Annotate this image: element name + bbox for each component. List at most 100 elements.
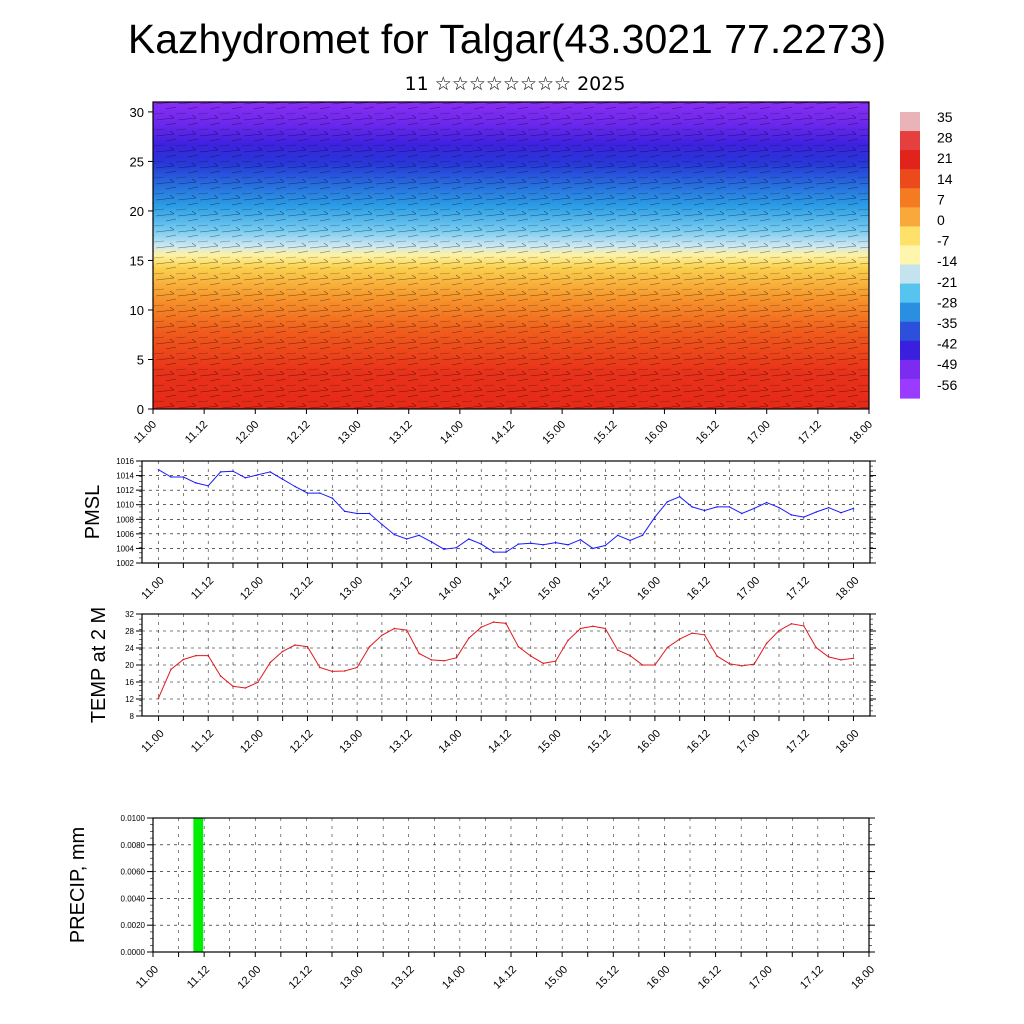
data-point [740, 665, 743, 667]
data-point [554, 660, 557, 662]
precip-panel: PRECIP, mm 0.0000 0.0020 0.0040 0.0060 0.0080… [67, 814, 877, 992]
y-tick-label: 0.0060 [121, 868, 146, 877]
y-tick-label: 1008 [116, 515, 134, 524]
data-point [170, 476, 172, 478]
y-tick-label: 1002 [116, 559, 134, 568]
x-tick-label: 15.00 [536, 728, 564, 756]
x-tick-label: 12.12 [287, 964, 315, 992]
data-point [678, 638, 681, 640]
y-tick-label: 20 [130, 204, 144, 219]
data-point [356, 666, 358, 669]
x-tick-label: 14.12 [486, 575, 514, 603]
data-point [530, 542, 532, 545]
data-point [641, 664, 644, 666]
data-point [393, 627, 396, 630]
x-tick-label: 12.00 [238, 728, 266, 756]
wind-vectors [153, 102, 869, 409]
data-point [244, 476, 247, 479]
data-point [753, 507, 755, 510]
x-tick-label: 11.12 [189, 575, 216, 602]
x-tick-label: 16.00 [635, 728, 663, 756]
x-tick-label: 12.00 [238, 575, 266, 603]
x-tick-label: 15.12 [585, 575, 613, 603]
colorbar-swatch [900, 188, 920, 208]
colorbar-label: -14 [937, 253, 957, 269]
precip-bar [193, 818, 204, 952]
data-point [666, 501, 669, 503]
data-point [629, 539, 631, 542]
x-tick-label: 16.12 [685, 728, 713, 756]
colorbar-swatch [900, 302, 920, 323]
panel-frame [141, 460, 871, 564]
data-point [827, 656, 830, 658]
y-tick-label: 25 [130, 154, 144, 169]
chart-title: Kazhydromet for Talgar(43.3021 77.2273) [127, 16, 887, 62]
data-point [641, 534, 644, 537]
x-tick-label: 11.12 [183, 419, 210, 446]
x-tick-label: 16.12 [696, 964, 724, 992]
colorbar-swatch [900, 340, 920, 361]
x-tick-label: 14.00 [438, 419, 466, 447]
data-point [567, 543, 569, 546]
data-point [368, 645, 371, 648]
y-tick-label: 0.0000 [121, 948, 146, 957]
y-tick-label: 28 [125, 627, 134, 636]
data-point [343, 670, 346, 672]
data-point [567, 639, 569, 642]
chart-subtitle: 11 ☆☆☆☆☆☆☆☆ 2025 [404, 73, 626, 95]
x-tick-label: 13.00 [338, 964, 366, 992]
y-tick-label: 1012 [116, 486, 134, 495]
y-tick-label: 0.0080 [121, 841, 146, 850]
colorbar-label: 14 [937, 171, 953, 187]
colorbar-label: 28 [937, 130, 953, 146]
data-point [654, 516, 656, 518]
data-point [281, 650, 284, 653]
data-point [778, 629, 780, 632]
data-point [728, 662, 731, 665]
x-tick-label: 17.12 [784, 575, 812, 603]
data-point [343, 510, 346, 513]
data-point [269, 661, 272, 664]
y-tick-label: 10 [130, 303, 144, 318]
data-point [232, 685, 234, 688]
data-point [207, 654, 209, 657]
data-point [803, 625, 805, 627]
x-tick-label: 13.12 [387, 728, 415, 756]
x-tick-label: 17.12 [796, 419, 824, 447]
panel-frame [152, 817, 870, 953]
data-point [244, 687, 247, 689]
cross-section-panel: 0 5 10 15 20 25 30 11.00 11.12 12.00 12.12 13.00 13.… [130, 101, 875, 447]
data-point [728, 506, 731, 508]
data-point [455, 546, 458, 549]
x-tick-label: 12.12 [288, 575, 316, 603]
y-tick-label: 16 [125, 678, 134, 687]
y-tick-label: 12 [125, 695, 134, 704]
colorbar-swatch [900, 264, 920, 285]
data-point [306, 645, 309, 648]
colorbar-label: 0 [937, 212, 945, 228]
data-point [405, 629, 408, 631]
x-tick-label: 11.00 [134, 964, 161, 991]
x-tick-label: 16.12 [685, 575, 713, 603]
data-point [157, 468, 160, 471]
x-tick-label: 11.12 [185, 964, 212, 991]
data-point [517, 543, 520, 545]
colorbar-swatch [900, 321, 920, 342]
y-tick-label: 1006 [116, 530, 134, 539]
data-point [194, 654, 197, 657]
y-tick-label: 1016 [116, 457, 134, 466]
data-point [604, 544, 607, 547]
data-point [740, 512, 743, 515]
x-tick-label: 13.00 [337, 728, 365, 756]
colorbar-swatch [900, 245, 920, 266]
y-tick-label: 0.0040 [121, 894, 146, 903]
data-point [790, 514, 793, 516]
data-point [542, 662, 545, 665]
data-point [753, 663, 755, 665]
x-tick-label: 11.00 [139, 728, 166, 755]
x-tick-label: 15.00 [540, 419, 568, 447]
data-point [443, 548, 445, 550]
data-point [480, 626, 482, 628]
data-point [319, 666, 321, 669]
